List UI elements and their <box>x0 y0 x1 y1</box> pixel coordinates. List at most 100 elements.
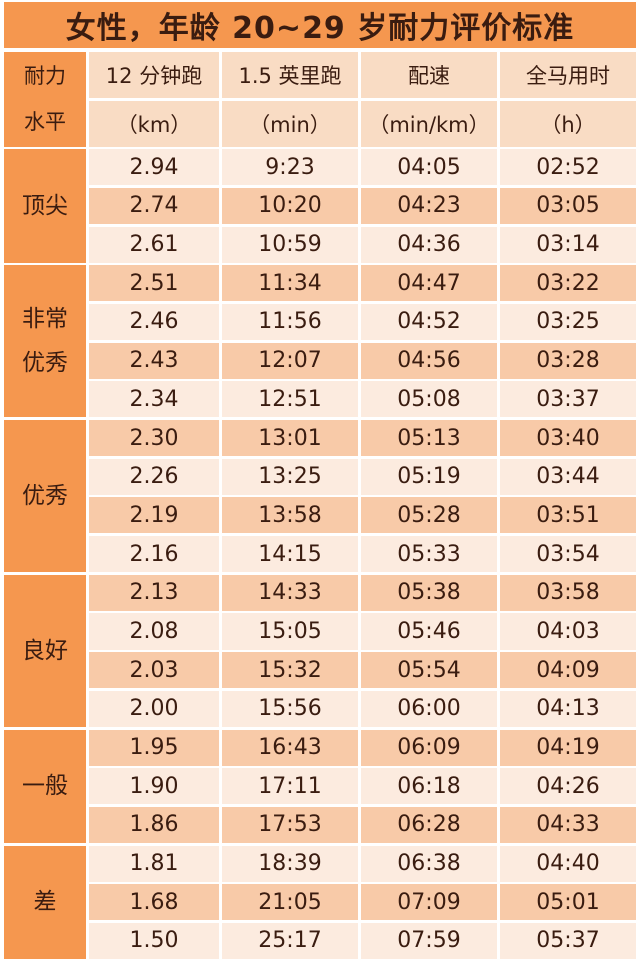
cell-value: 12:51 <box>258 386 322 412</box>
cell-value: 03:14 <box>536 232 600 258</box>
cell-value: 1.50 <box>129 928 179 954</box>
cell-value: 04:56 <box>397 348 461 374</box>
level-header-text: 耐力 <box>24 64 66 89</box>
cell-value: 2.74 <box>129 193 179 219</box>
cell-value: 05:54 <box>397 657 461 683</box>
table-cell: 2.16 <box>89 536 219 573</box>
cell-value: 2.30 <box>129 425 179 451</box>
cell-value: 05:37 <box>536 928 600 954</box>
table-cell: 04:05 <box>361 149 497 186</box>
cell-value: 1.68 <box>129 889 179 915</box>
column-header-name: 1.5 英里跑 <box>222 52 358 98</box>
table-cell: 2.34 <box>89 381 219 418</box>
table-cell: 05:46 <box>361 613 497 650</box>
cell-value: 13:01 <box>258 425 322 451</box>
table-cell: 2.00 <box>89 690 219 727</box>
cell-value: 2.51 <box>129 270 179 296</box>
table-cell: 04:26 <box>500 768 636 805</box>
cell-value: 07:09 <box>397 889 461 915</box>
level-label: 优秀 <box>22 350 68 377</box>
column-unit: （min） <box>249 112 331 137</box>
table-cell: 05:13 <box>361 420 497 457</box>
table-cell: 04:09 <box>500 652 636 689</box>
table-cell: 03:44 <box>500 458 636 495</box>
cell-value: 03:37 <box>536 386 600 412</box>
cell-value: 2.16 <box>129 541 179 567</box>
cell-value: 04:05 <box>397 154 461 180</box>
cell-value: 05:13 <box>397 425 461 451</box>
cell-value: 21:05 <box>258 889 322 915</box>
table-cell: 04:56 <box>361 342 497 379</box>
cell-value: 13:25 <box>258 464 322 490</box>
table-cell: 14:15 <box>222 536 358 573</box>
column-header-unit: （h） <box>500 100 636 147</box>
table-cell: 1.86 <box>89 806 219 843</box>
table-cell: 2.43 <box>89 342 219 379</box>
cell-value: 2.94 <box>129 154 179 180</box>
table-cell: 06:28 <box>361 806 497 843</box>
table-cell: 03:58 <box>500 574 636 611</box>
cell-value: 06:18 <box>397 773 461 799</box>
table-cell: 1.95 <box>89 729 219 766</box>
cell-value: 2.34 <box>129 386 179 412</box>
level-cell: 一般 <box>4 729 86 843</box>
table-cell: 2.30 <box>89 420 219 457</box>
cell-value: 04:23 <box>397 193 461 219</box>
cell-value: 03:44 <box>536 464 600 490</box>
cell-value: 05:08 <box>397 386 461 412</box>
cell-value: 1.81 <box>129 851 179 877</box>
cell-value: 04:47 <box>397 270 461 296</box>
table-cell: 15:32 <box>222 652 358 689</box>
cell-value: 17:53 <box>258 812 322 838</box>
table-cell: 03:40 <box>500 420 636 457</box>
table-cell: 1.81 <box>89 845 219 882</box>
cell-value: 10:59 <box>258 232 322 258</box>
cell-value: 03:05 <box>536 193 600 219</box>
cell-value: 12:07 <box>258 348 322 374</box>
table-cell: 16:43 <box>222 729 358 766</box>
table-cell: 2.26 <box>89 458 219 495</box>
cell-value: 04:13 <box>536 696 600 722</box>
cell-value: 16:43 <box>258 735 322 761</box>
cell-value: 2.43 <box>129 348 179 374</box>
level-cell: 优秀 <box>4 420 86 573</box>
cell-value: 03:28 <box>536 348 600 374</box>
cell-value: 1.95 <box>129 735 179 761</box>
cell-value: 15:05 <box>258 618 322 644</box>
cell-value: 14:15 <box>258 541 322 567</box>
cell-value: 05:38 <box>397 580 461 606</box>
table-cell: 06:09 <box>361 729 497 766</box>
cell-value: 07:59 <box>397 928 461 954</box>
cell-value: 03:25 <box>536 309 600 335</box>
table-cell: 06:18 <box>361 768 497 805</box>
table-cell: 03:37 <box>500 381 636 418</box>
column-header-name: 12 分钟跑 <box>89 52 219 98</box>
cell-value: 2.03 <box>129 657 179 683</box>
column-name: 1.5 英里跑 <box>238 64 342 88</box>
cell-value: 04:52 <box>397 309 461 335</box>
table-cell: 12:07 <box>222 342 358 379</box>
table-cell: 18:39 <box>222 845 358 882</box>
level-label: 优秀 <box>22 483 68 510</box>
level-label: 差 <box>33 889 57 916</box>
table-cell: 04:03 <box>500 613 636 650</box>
table-cell: 2.51 <box>89 265 219 302</box>
table-cell: 03:22 <box>500 265 636 302</box>
table-cell: 2.19 <box>89 497 219 534</box>
table-cell: 1.68 <box>89 884 219 921</box>
page-title: 女性，年龄 20~29 岁耐力评价标准 <box>4 2 636 48</box>
table-cell: 15:56 <box>222 690 358 727</box>
table-cell: 17:11 <box>222 768 358 805</box>
column-header-unit: （min/km） <box>361 100 497 147</box>
table-cell: 2.13 <box>89 574 219 611</box>
table-cell: 11:56 <box>222 303 358 341</box>
cell-value: 2.46 <box>129 309 179 335</box>
column-unit: （min/km） <box>368 112 490 137</box>
cell-value: 04:03 <box>536 618 600 644</box>
level-label: 良好 <box>22 637 68 664</box>
table-cell: 13:58 <box>222 497 358 534</box>
cell-value: 05:46 <box>397 618 461 644</box>
endurance-table: 耐力 水平 12 分钟跑 （km） 1.5 英里跑 （min） 配速 （min/km） 全马用时… <box>4 52 640 960</box>
table-cell: 03:28 <box>500 342 636 379</box>
column-unit: （km） <box>116 112 192 137</box>
